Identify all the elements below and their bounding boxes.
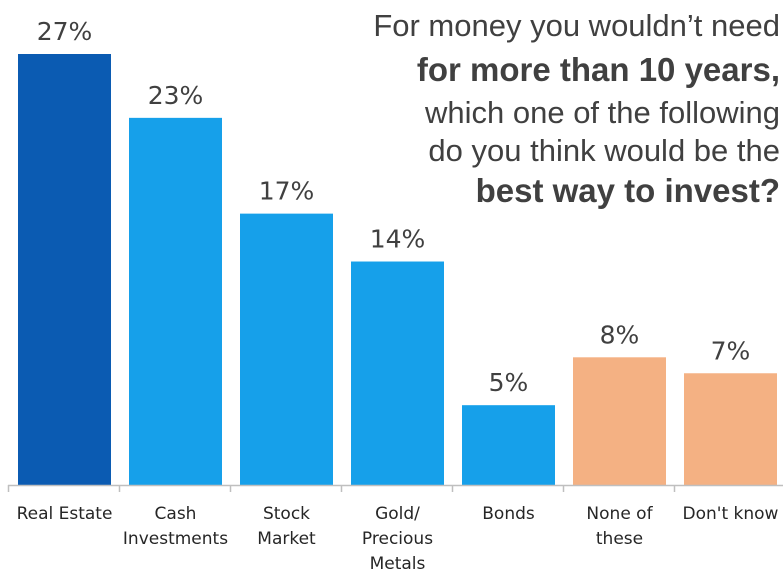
value-label-4: 5% bbox=[489, 368, 529, 397]
category-label-1: Cash Investments bbox=[123, 504, 228, 549]
category-label-5: None of these bbox=[586, 504, 653, 549]
category-label-2: Stock Market bbox=[257, 504, 316, 549]
question-line-2: which one of the following bbox=[424, 95, 780, 130]
value-label-2: 17% bbox=[259, 177, 315, 206]
category-label-3: Gold/Precious Metals bbox=[362, 504, 433, 573]
value-label-6: 7% bbox=[711, 336, 751, 365]
value-label-5: 8% bbox=[600, 320, 640, 349]
bar-3 bbox=[351, 261, 444, 485]
question-line-0: For money you wouldn’t need bbox=[373, 8, 780, 43]
value-label-0: 27% bbox=[37, 17, 93, 46]
bar-2 bbox=[240, 213, 333, 485]
question-line-1: for more than 10 years, bbox=[416, 51, 780, 88]
category-label-6: Don't know bbox=[683, 504, 779, 524]
question-line-4: best way to invest? bbox=[475, 172, 780, 209]
bar-1 bbox=[129, 117, 222, 485]
bar-5 bbox=[573, 357, 666, 485]
bar-0 bbox=[18, 54, 111, 485]
bar-4 bbox=[462, 405, 555, 485]
category-label-0: Real Estate bbox=[17, 504, 113, 524]
question-line-3: do you think would be the bbox=[428, 133, 780, 168]
bar-6 bbox=[684, 373, 777, 485]
category-label-4: Bonds bbox=[482, 504, 535, 524]
value-label-1: 23% bbox=[148, 81, 204, 110]
value-label-3: 14% bbox=[370, 225, 426, 254]
